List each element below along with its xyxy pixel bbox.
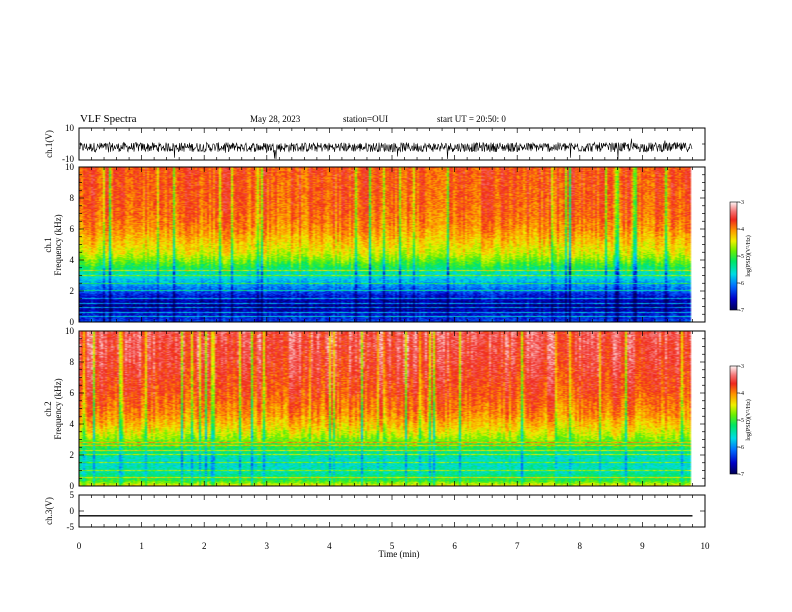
station-label: station=OUI — [343, 114, 388, 124]
ch2-spec-ytick-label: 10 — [65, 326, 75, 336]
ch1-waveform-ticks — [78, 127, 706, 161]
ch1-ytick-top: 10 — [65, 123, 75, 133]
ch1-waveform-panel: 10 -10 ch.1(V) — [44, 123, 706, 164]
ch2-spec-ytick-label: 2 — [70, 450, 75, 460]
ch3-waveform-panel: 5 0 -5 ch.3(V) — [44, 490, 706, 532]
ch2-spec-ytick-label: 4 — [70, 419, 75, 429]
ch1-colorbar-tick-label: -5 — [739, 254, 744, 260]
ch2-colorbar-tick-label: -7 — [739, 472, 744, 478]
ch1-waveform-line — [79, 138, 693, 160]
ch1-spec-ytick-label: 0 — [70, 317, 75, 327]
time-tick-label: 2 — [202, 541, 207, 551]
ch2-colorbar-label: log(PSD)(V²/Hz) — [745, 399, 752, 440]
ch1-spectrogram-ticks: 0 2 4 6 8 10 — [65, 162, 706, 327]
time-tick-label: 3 — [265, 541, 270, 551]
ch2-spec-ytick-label: 6 — [70, 388, 75, 398]
time-tick-label: 5 — [390, 541, 395, 551]
time-tick-label: 1 — [139, 541, 144, 551]
ch1-colorbar-tick-label: -3 — [739, 200, 744, 206]
figure-title: VLF Spectra — [80, 113, 137, 125]
ch1-frequency-label: Frequency (kHz) — [53, 214, 63, 275]
ch1-spec-ytick-label: 4 — [70, 255, 75, 265]
ch2-colorbar-tick-label: -3 — [739, 364, 744, 370]
ch1-ytick-bottom: -10 — [62, 154, 74, 164]
ch3-ytick-label: 0 — [70, 506, 75, 516]
ch2-colorbar-tick-label: -5 — [739, 418, 744, 424]
time-tick-label: 8 — [578, 541, 583, 551]
ch1-spec-ytick-label: 2 — [70, 286, 75, 296]
ch3-ytick-label: 5 — [70, 490, 75, 500]
ch2-spectrogram-image — [79, 331, 705, 486]
ch1-waveform-trace — [79, 138, 693, 160]
ch2-spectrogram-ticks: 0 2 4 6 8 10 — [65, 326, 706, 491]
ch3-waveform-ticks: 5 0 -5 — [67, 490, 706, 532]
ch3-ytick-label: -5 — [67, 522, 75, 532]
ch1-colorbar-tick-label: -4 — [739, 227, 744, 233]
ch2-colorbar-tick-label: -6 — [739, 445, 744, 451]
ch2-spec-ytick-label: 0 — [70, 481, 75, 491]
ch2-colorbar — [730, 366, 737, 474]
ch1-colorbar-tick-label: -7 — [739, 308, 744, 314]
ch1-colorbar-tick-label: -6 — [739, 281, 744, 287]
time-tick-label: 0 — [77, 541, 82, 551]
ch1-colorbar-ticks: -3 -4 -5 -6 -7 — [737, 200, 744, 314]
time-tick-label: 4 — [327, 541, 332, 551]
ch2-colorbar-ticks: -3 -4 -5 -6 -7 — [737, 364, 744, 478]
ch1-colorbar — [730, 202, 737, 310]
ch1-waveform-ylabel: ch.1(V) — [44, 130, 54, 158]
ch3-waveform-ylabel: ch.3(V) — [44, 497, 54, 525]
ch1-colorbar-label: log(PSD)(V²/Hz) — [745, 235, 752, 276]
time-tick-label: 9 — [640, 541, 645, 551]
date-label: May 28, 2023 — [250, 114, 301, 124]
ch1-spectrogram-image — [79, 167, 705, 322]
ch2-channel-label: ch.2 — [43, 401, 53, 416]
ch2-frequency-label: Frequency (kHz) — [53, 378, 63, 439]
time-axis-label: Time (min) — [379, 549, 420, 559]
time-tick-label: 7 — [515, 541, 520, 551]
start-time-label: start UT = 20:50: 0 — [437, 114, 506, 124]
ch1-spec-ytick-label: 10 — [65, 162, 75, 172]
ch1-spec-ytick-label: 6 — [70, 224, 75, 234]
time-tick-label: 10 — [701, 541, 711, 551]
ch2-spec-ytick-label: 8 — [70, 357, 75, 367]
ch2-colorbar-tick-label: -4 — [739, 391, 744, 397]
ch1-channel-label: ch.1 — [43, 237, 53, 252]
time-tick-label: 6 — [452, 541, 457, 551]
time-axis-ticklabels: 0 1 2 3 4 5 6 7 8 9 10 — [77, 541, 710, 551]
ch1-spec-ytick-label: 8 — [70, 193, 75, 203]
